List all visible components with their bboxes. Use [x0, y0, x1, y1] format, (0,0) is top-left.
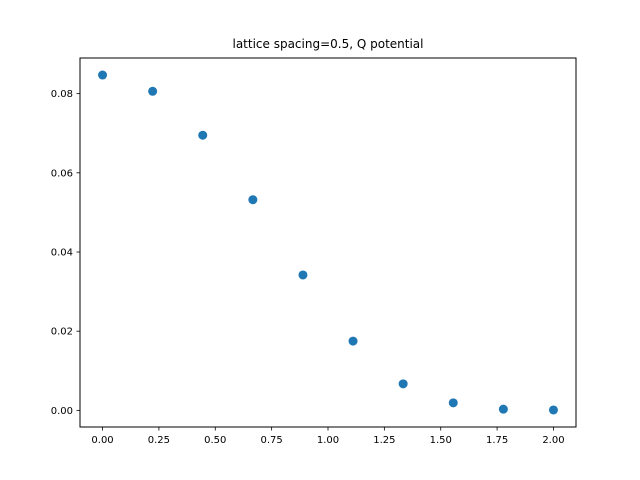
data-point: [548, 405, 558, 415]
y-tick-label: 0.02: [51, 327, 73, 338]
data-point: [348, 336, 358, 346]
x-tick-label: 0.50: [204, 435, 226, 446]
data-point: [448, 398, 458, 408]
data-point: [298, 270, 308, 280]
x-axis: 0.00 0.25 0.50 0.75 1.00 1.25 1.50 1.75 2.00: [91, 427, 565, 446]
data-point: [148, 86, 158, 96]
y-axis: 0.00 0.02 0.04 0.06 0.08: [51, 89, 80, 417]
y-tick-label: 0.04: [51, 248, 73, 259]
plot-frame: [79, 57, 577, 428]
data-point: [498, 404, 508, 414]
chart-title: lattice spacing=0.5, Q potential: [232, 37, 423, 51]
y-tick-label: 0.00: [51, 406, 73, 417]
data-points: [98, 70, 558, 415]
x-tick-label: 1.25: [373, 435, 395, 446]
y-tick-label: 0.06: [51, 168, 73, 179]
x-tick-label: 0.75: [261, 435, 283, 446]
data-point: [248, 195, 258, 205]
data-point: [398, 379, 408, 389]
x-tick-label: 1.75: [486, 435, 508, 446]
data-point: [98, 70, 108, 80]
y-tick-label: 0.08: [51, 89, 73, 100]
x-tick-label: 0.00: [91, 435, 113, 446]
x-tick-label: 1.00: [317, 435, 339, 446]
data-point: [198, 130, 208, 140]
x-tick-label: 2.00: [542, 435, 564, 446]
x-tick-label: 1.50: [430, 435, 452, 446]
x-tick-label: 0.25: [148, 435, 170, 446]
